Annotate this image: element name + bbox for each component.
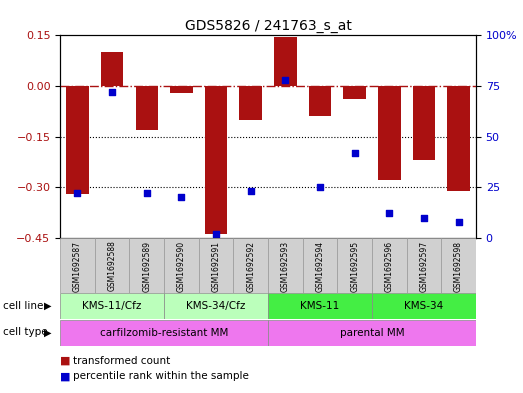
Bar — [66, 86, 89, 194]
Text: KMS-11/Cfz: KMS-11/Cfz — [83, 301, 142, 311]
Text: GSM1692597: GSM1692597 — [419, 241, 428, 292]
Bar — [129, 238, 164, 293]
Bar — [164, 293, 268, 319]
Text: GSM1692593: GSM1692593 — [281, 241, 290, 292]
Bar — [233, 238, 268, 293]
Text: GSM1692598: GSM1692598 — [454, 241, 463, 292]
Text: ▶: ▶ — [44, 327, 51, 338]
Bar — [164, 238, 199, 293]
Point — [177, 194, 186, 200]
Bar — [240, 86, 262, 120]
Point — [246, 188, 255, 195]
Text: GSM1692595: GSM1692595 — [350, 241, 359, 292]
Bar — [372, 238, 407, 293]
Bar — [60, 293, 164, 319]
Bar — [407, 238, 441, 293]
Text: GSM1692591: GSM1692591 — [212, 241, 221, 292]
Bar — [337, 238, 372, 293]
Text: cell line: cell line — [3, 301, 43, 311]
Bar — [199, 238, 233, 293]
Bar — [441, 238, 476, 293]
Bar — [101, 52, 123, 86]
Bar — [135, 86, 158, 130]
Point — [281, 77, 290, 83]
Bar — [274, 37, 297, 86]
Text: GSM1692590: GSM1692590 — [177, 241, 186, 292]
Point — [73, 190, 82, 196]
Text: GSM1692589: GSM1692589 — [142, 241, 151, 292]
Point — [316, 184, 324, 190]
Point — [454, 219, 463, 225]
Bar — [205, 86, 228, 234]
Bar — [303, 238, 337, 293]
Text: carfilzomib-resistant MM: carfilzomib-resistant MM — [100, 328, 228, 338]
Bar — [170, 86, 192, 93]
Text: GSM1692594: GSM1692594 — [315, 241, 324, 292]
Bar — [268, 320, 476, 346]
Point — [108, 89, 116, 95]
Bar — [447, 86, 470, 191]
Text: parental MM: parental MM — [339, 328, 404, 338]
Bar — [95, 238, 129, 293]
Text: GSM1692596: GSM1692596 — [385, 241, 394, 292]
Text: cell type: cell type — [3, 327, 47, 338]
Text: GSM1692592: GSM1692592 — [246, 241, 255, 292]
Point — [420, 214, 428, 220]
Bar — [378, 86, 401, 180]
Bar — [344, 86, 366, 99]
Bar — [268, 238, 303, 293]
Bar — [60, 320, 268, 346]
Point — [385, 210, 393, 217]
Text: GSM1692587: GSM1692587 — [73, 241, 82, 292]
Bar — [372, 293, 476, 319]
Text: GSM1692588: GSM1692588 — [108, 241, 117, 291]
Point — [350, 150, 359, 156]
Text: ■: ■ — [60, 371, 71, 382]
Bar — [268, 293, 372, 319]
Text: KMS-34: KMS-34 — [404, 301, 444, 311]
Text: percentile rank within the sample: percentile rank within the sample — [73, 371, 249, 382]
Point — [212, 231, 220, 237]
Point — [143, 190, 151, 196]
Text: KMS-11: KMS-11 — [300, 301, 339, 311]
Bar — [309, 86, 331, 116]
Text: KMS-34/Cfz: KMS-34/Cfz — [186, 301, 246, 311]
Text: ▶: ▶ — [44, 301, 51, 311]
Bar — [60, 238, 95, 293]
Text: transformed count: transformed count — [73, 356, 170, 366]
Text: ■: ■ — [60, 356, 71, 366]
Title: GDS5826 / 241763_s_at: GDS5826 / 241763_s_at — [185, 19, 351, 33]
Bar — [413, 86, 435, 160]
